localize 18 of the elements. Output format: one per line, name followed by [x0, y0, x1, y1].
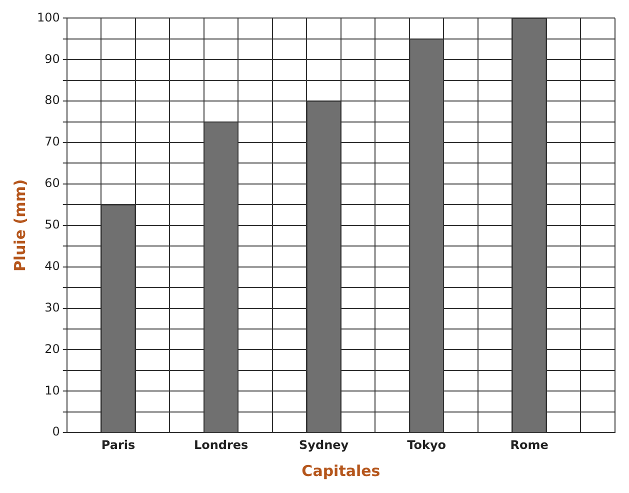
y-tick-label: 60 [44, 176, 60, 190]
y-tick-label: 100 [37, 10, 60, 24]
y-tick-label: 80 [44, 93, 60, 108]
x-tick-label: Londres [194, 438, 248, 452]
y-tick-label: 10 [44, 383, 60, 398]
x-tick-label: Tokyo [407, 438, 446, 452]
y-tick-label: 0 [52, 424, 60, 439]
x-axis-title: Capitales [302, 462, 380, 480]
y-tick-label: 70 [44, 134, 60, 149]
y-tick-label: 50 [44, 218, 60, 232]
y-tick-label: 30 [44, 300, 60, 314]
y-tick-label: 90 [44, 52, 60, 66]
y-axis-title: Pluie (mm) [10, 179, 29, 272]
x-tick-label: Rome [510, 438, 548, 452]
x-tick-label: Paris [101, 438, 136, 452]
x-tick-label: Sydney [299, 438, 349, 452]
y-tick-label: 40 [44, 258, 60, 273]
y-tick-label: 20 [44, 342, 60, 356]
